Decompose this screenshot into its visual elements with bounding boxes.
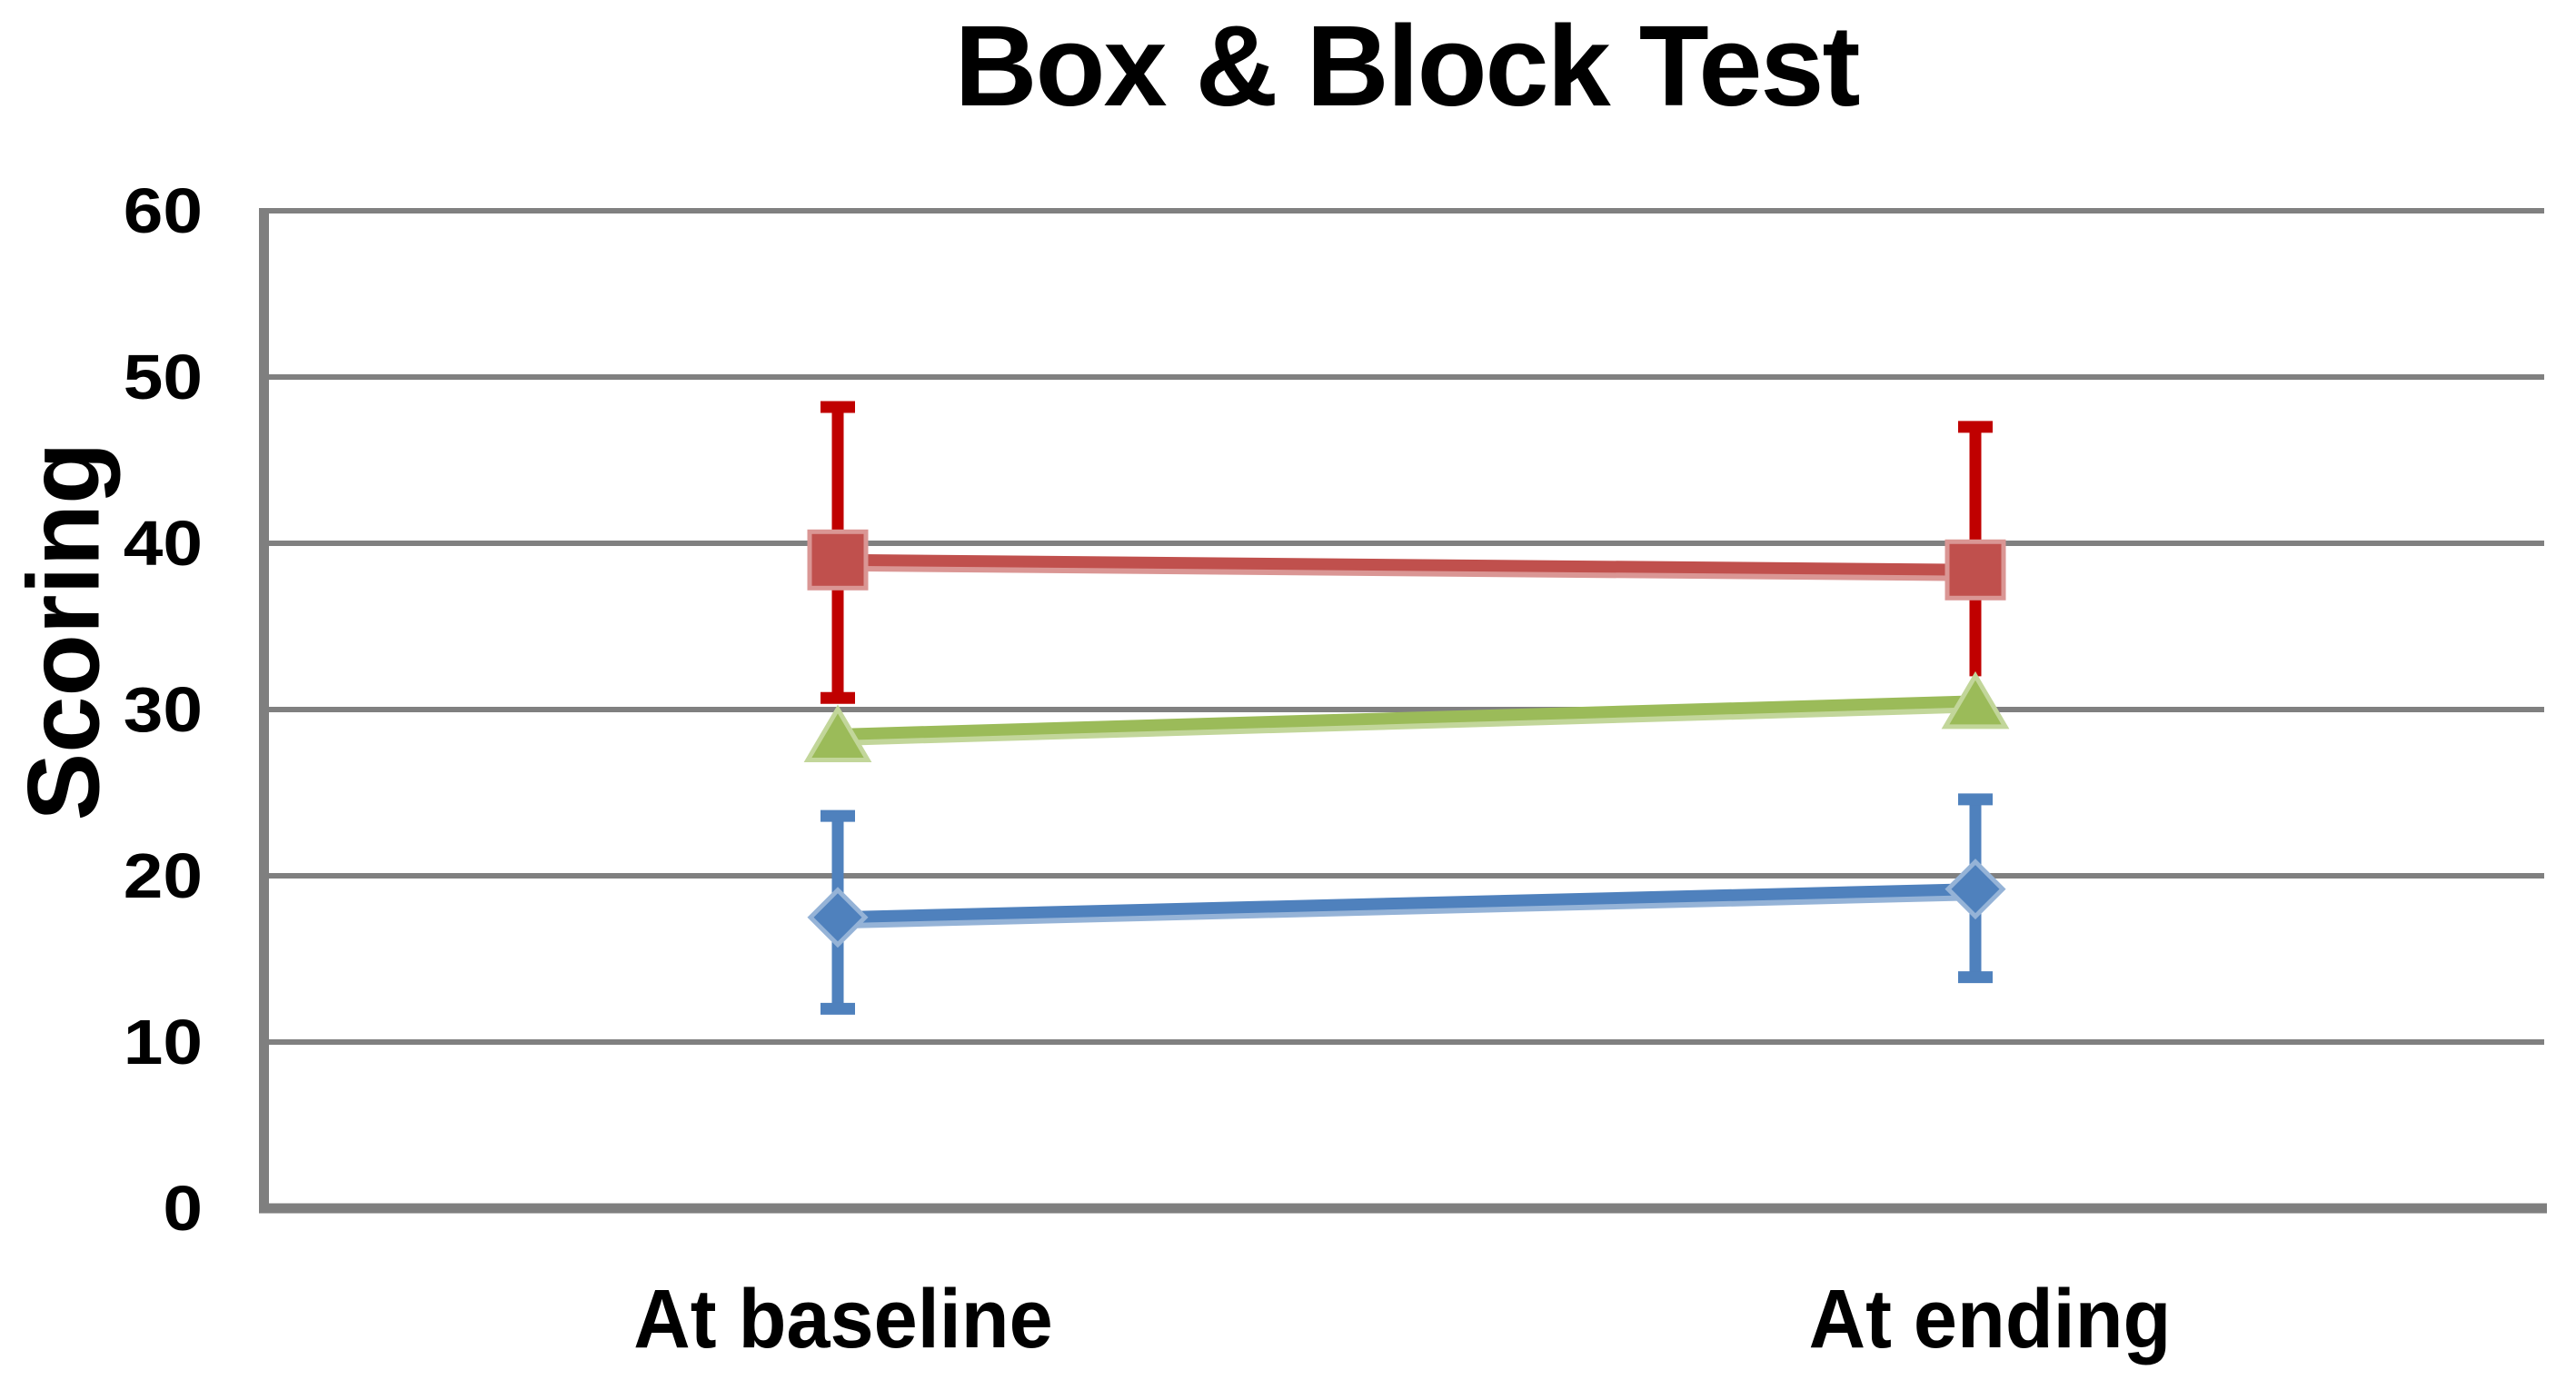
blue-diamonds-line-shade — [837, 894, 1976, 929]
x-axis-label-baseline: At baseline — [633, 1273, 1053, 1365]
red-squares-marker — [1944, 539, 2006, 601]
green-triangles-line — [837, 695, 1976, 740]
red-squares-line-shade — [837, 564, 1976, 581]
blue-diamonds-marker — [1944, 859, 2006, 920]
green-triangles-line-shade — [837, 706, 1976, 746]
x-axis-label-ending: At ending — [1808, 1273, 2172, 1365]
green-triangles-marker — [1941, 670, 2010, 730]
blue-diamonds-marker — [807, 887, 869, 948]
red-squares-marker — [807, 529, 869, 591]
green-triangles-marker — [803, 704, 872, 762]
red-squares-line — [837, 553, 1976, 576]
blue-diamonds-line — [837, 883, 1976, 924]
chart-title: Box & Block Test — [954, 2, 1861, 130]
